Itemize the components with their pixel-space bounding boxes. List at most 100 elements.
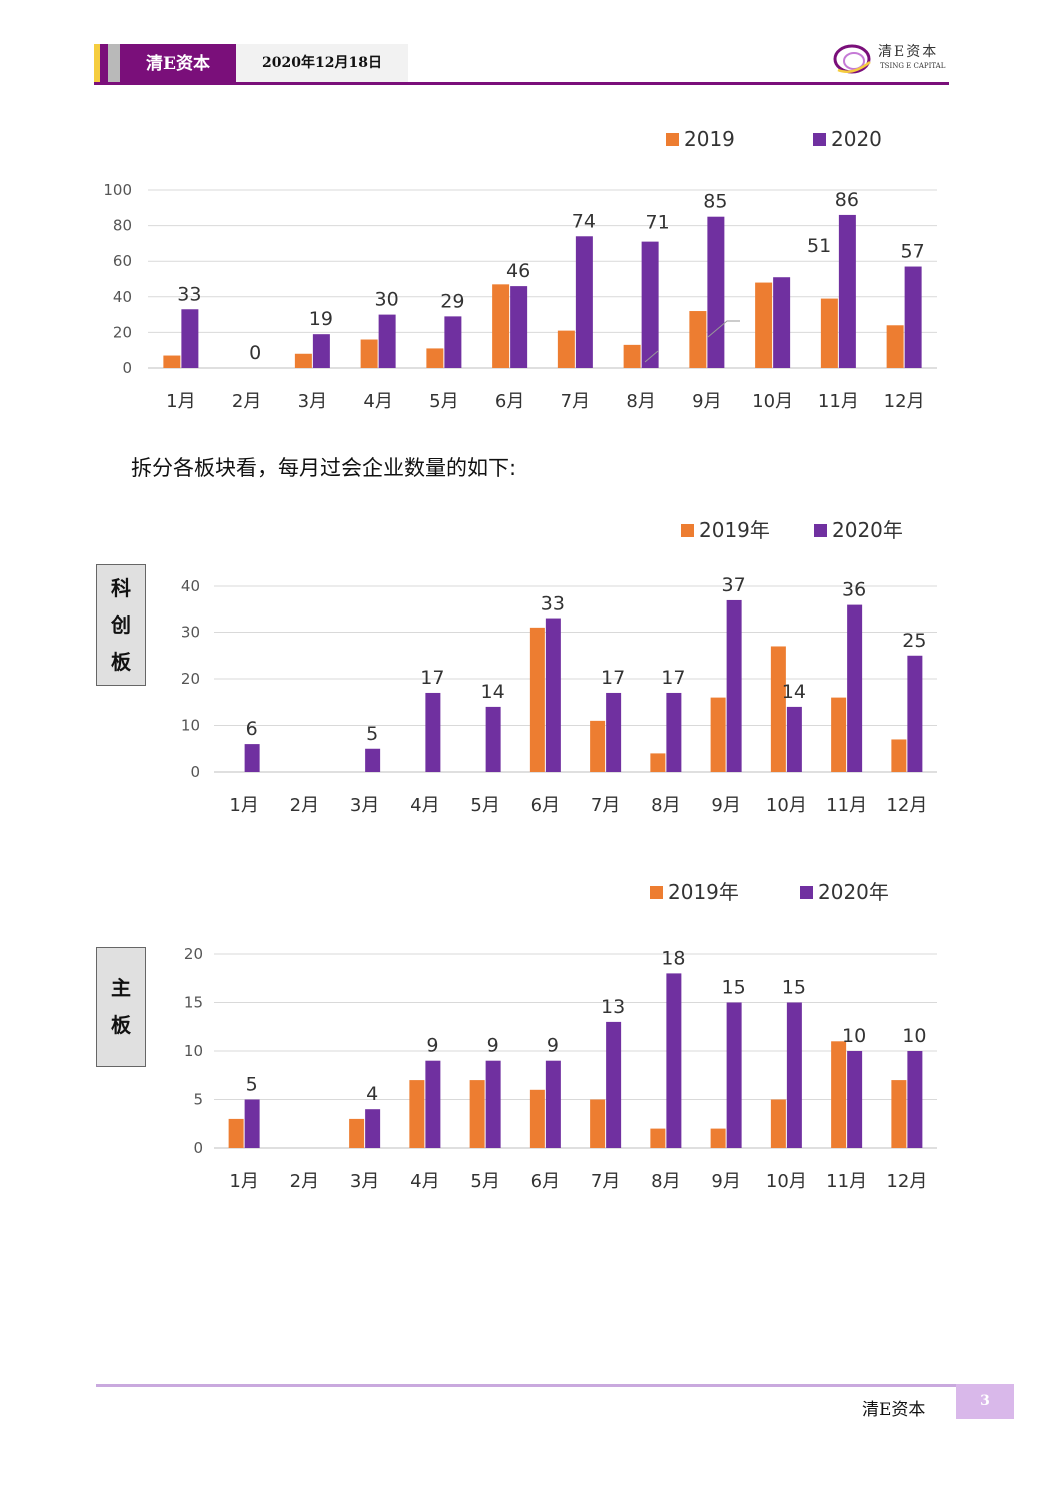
header-stripe-purple — [100, 44, 108, 85]
chart1-data-labels: 33 0 19 30 29 46 74 71 85 51 86 57 — [177, 189, 924, 364]
x-category-label: 9月 — [711, 795, 740, 816]
bar-2020年 — [545, 618, 561, 772]
y-tick-label: 40 — [113, 288, 132, 306]
bar-2019 — [492, 284, 510, 368]
chart1-grid — [148, 189, 937, 369]
bar-2020 — [444, 316, 462, 368]
header-rule — [94, 82, 949, 85]
bar-2020年 — [485, 706, 501, 772]
chart3-legend: 2019年 2020年 — [650, 880, 889, 904]
x-category-label: 1月 — [229, 795, 258, 816]
bar-2020 — [312, 334, 330, 368]
data-label: 14 — [481, 681, 505, 703]
chart1-bars — [163, 214, 922, 368]
data-label: 17 — [420, 667, 444, 689]
bar-2020年 — [847, 1051, 863, 1148]
x-category-label: 3月 — [298, 391, 327, 412]
legend-swatch — [681, 524, 694, 537]
logo-chinese-name: 清E资本 — [878, 44, 939, 60]
bar-2019年 — [891, 1080, 907, 1148]
legend-label: 2019 — [684, 127, 735, 151]
legend-swatch — [813, 133, 826, 146]
data-label: 17 — [661, 667, 685, 689]
data-label: 46 — [506, 260, 530, 282]
bar-2020年 — [786, 706, 802, 772]
header-stripe-gray — [108, 44, 120, 85]
x-category-label: 9月 — [711, 1171, 740, 1192]
bar-2019 — [360, 339, 378, 368]
bar-2020年 — [907, 655, 923, 772]
chart-main-board: 2019年 2020年 0 5 10 15 20 5 4 9 9 9 13 18 15 15 10 10 1月… — [184, 880, 937, 1192]
data-label: 37 — [722, 574, 746, 596]
callout-leader-aug — [644, 350, 659, 363]
x-category-label: 5月 — [429, 391, 458, 412]
bar-2019年 — [891, 739, 907, 772]
bar-2019年 — [650, 1128, 666, 1148]
bar-2019年 — [469, 1080, 485, 1148]
chart3-data-labels: 5 4 9 9 9 13 18 15 15 10 10 — [246, 947, 927, 1105]
x-category-label: 3月 — [350, 1171, 379, 1192]
y-tick-label: 20 — [184, 945, 203, 963]
data-label: 15 — [722, 977, 746, 999]
y-tick-label: 20 — [113, 323, 132, 341]
bar-2020 — [378, 314, 396, 368]
bar-2020 — [510, 286, 528, 368]
x-category-label: 7月 — [591, 795, 620, 816]
x-category-label: 7月 — [591, 1171, 620, 1192]
bar-2020年 — [666, 692, 682, 772]
header-brand: 清E资本 — [120, 44, 236, 85]
bar-2020 — [904, 266, 922, 368]
bar-2020年 — [786, 1002, 802, 1148]
data-label: 10 — [902, 1025, 926, 1047]
data-label: 17 — [601, 667, 625, 689]
bar-2020年 — [425, 1060, 441, 1148]
data-label: 14 — [782, 681, 806, 703]
bar-2019 — [163, 355, 181, 368]
data-label: 9 — [426, 1035, 438, 1057]
side-label-char: 板 — [111, 1013, 131, 1037]
chart2-legend: 2019年 2020年 — [681, 518, 903, 542]
bar-2020 — [707, 216, 725, 368]
bar-2020 — [181, 309, 199, 368]
y-tick-label: 30 — [181, 624, 200, 642]
bar-2020年 — [485, 1060, 501, 1148]
legend-label: 2019年 — [699, 518, 770, 542]
data-label: 9 — [547, 1035, 559, 1057]
x-category-label: 12月 — [884, 391, 925, 412]
data-label: 33 — [177, 283, 201, 305]
company-logo-icon — [833, 44, 871, 74]
x-category-label: 4月 — [363, 391, 392, 412]
data-label: 85 — [703, 191, 727, 213]
data-label: 18 — [661, 947, 685, 969]
bar-2020年 — [545, 1060, 561, 1148]
x-category-label: 12月 — [886, 795, 927, 816]
bar-2019年 — [529, 1089, 545, 1148]
side-label-char: 科 — [111, 575, 131, 600]
bar-2019 — [294, 353, 312, 368]
data-label: 36 — [842, 579, 866, 601]
legend-label: 2020 — [831, 127, 882, 151]
bar-2019年 — [529, 627, 545, 772]
x-category-label: 5月 — [470, 1171, 499, 1192]
y-tick-label: 10 — [184, 1042, 203, 1060]
data-label: 0 — [249, 342, 261, 364]
x-category-label: 2月 — [290, 1171, 319, 1192]
y-tick-label: 60 — [113, 252, 132, 270]
x-category-label: 6月 — [495, 391, 524, 412]
x-category-label: 5月 — [470, 795, 499, 816]
chart2-grid — [214, 585, 937, 773]
bar-2019年 — [770, 1099, 786, 1148]
y-tick-label: 0 — [122, 359, 132, 377]
chart3-bars — [228, 973, 923, 1148]
data-label: 29 — [440, 290, 464, 312]
legend-swatch — [800, 886, 813, 899]
chart-star-market: 2019年 2020年 0 10 20 30 40 6 5 17 14 33 17 17 37 14 36 2… — [181, 518, 937, 816]
bar-2020 — [641, 241, 659, 368]
x-category-label: 8月 — [651, 1171, 680, 1192]
bar-2020年 — [847, 604, 863, 772]
bar-2020年 — [606, 1021, 622, 1148]
logo-english-name: TSING E CAPITAL — [880, 62, 946, 70]
bar-2019 — [623, 344, 641, 368]
x-category-label: 1月 — [229, 1171, 258, 1192]
legend-swatch — [814, 524, 827, 537]
